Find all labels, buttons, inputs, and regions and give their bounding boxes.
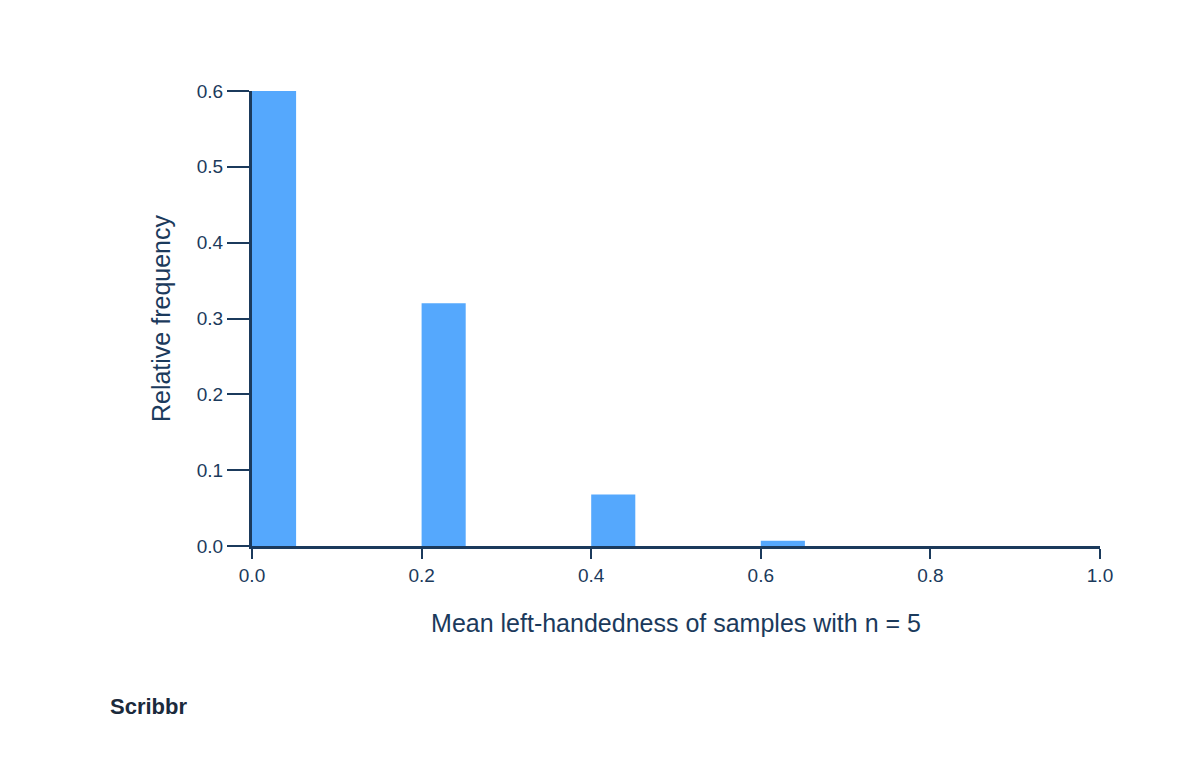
svg-text:0.6: 0.6 [748, 565, 774, 586]
svg-text:Scribbr: Scribbr [110, 694, 187, 719]
svg-text:0.5: 0.5 [197, 156, 223, 177]
svg-text:Relative frequency: Relative frequency [147, 214, 175, 422]
svg-text:Mean left-handedness of sample: Mean left-handedness of samples with n =… [431, 609, 921, 637]
svg-text:1.0: 1.0 [1087, 565, 1113, 586]
svg-text:0.0: 0.0 [239, 565, 265, 586]
svg-text:0.4: 0.4 [578, 565, 605, 586]
svg-text:0.2: 0.2 [197, 384, 223, 405]
svg-text:0.3: 0.3 [197, 308, 223, 329]
svg-text:0.6: 0.6 [197, 81, 223, 102]
svg-text:0.0: 0.0 [197, 536, 223, 557]
svg-text:0.8: 0.8 [917, 565, 943, 586]
svg-text:0.1: 0.1 [197, 460, 223, 481]
svg-text:0.4: 0.4 [197, 232, 224, 253]
svg-text:0.2: 0.2 [408, 565, 434, 586]
